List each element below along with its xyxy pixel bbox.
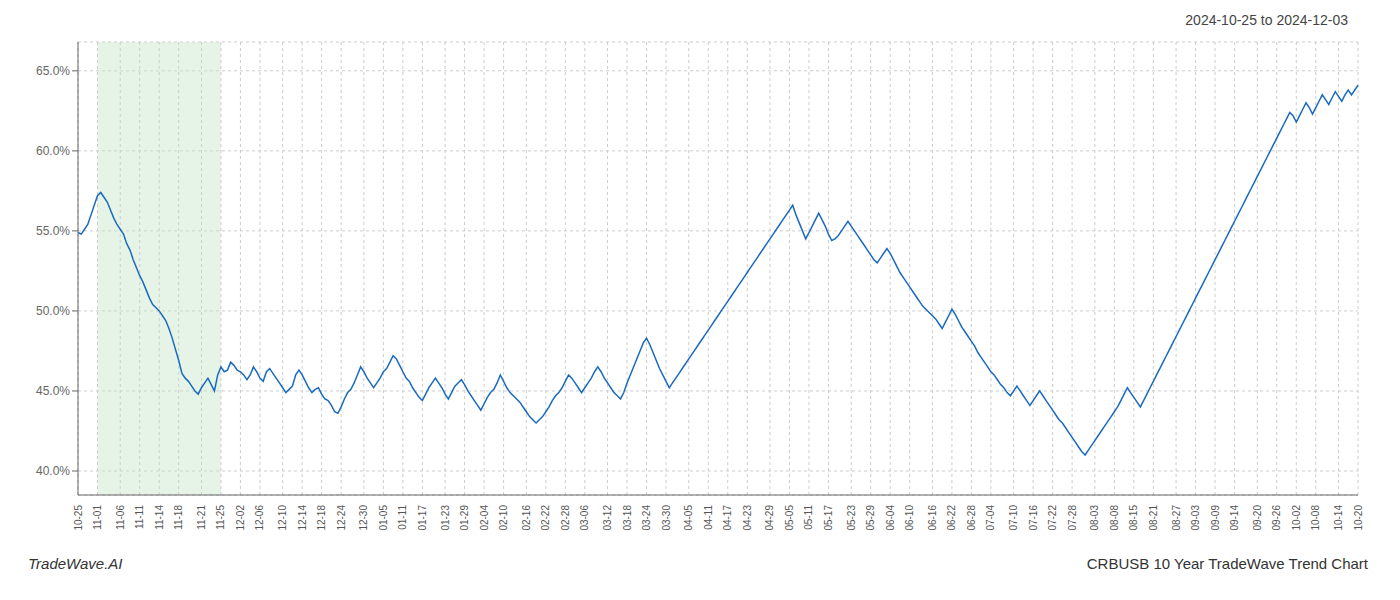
svg-text:02-22: 02-22 <box>540 505 551 531</box>
svg-text:07-28: 07-28 <box>1067 505 1078 531</box>
html-text:TradeWave.AI: TradeWave.AI <box>28 554 123 572</box>
svg-text:03-06: 03-06 <box>579 505 590 531</box>
svg-text:60.0%: 60.0% <box>36 144 70 158</box>
svg-text:10-25: 10-25 <box>73 505 84 531</box>
svg-text:12-06: 12-06 <box>254 505 265 531</box>
svg-text:07-04: 07-04 <box>985 505 996 531</box>
svg-text:12-10: 12-10 <box>277 505 288 531</box>
svg-text:02-10: 02-10 <box>498 505 509 531</box>
svg-text:10-02: 10-02 <box>1291 505 1302 531</box>
svg-text:05-05: 05-05 <box>784 505 795 531</box>
html-text:CRBUSB 10 Year TradeWave Trend: CRBUSB 10 Year TradeWave Trend Chart <box>1086 554 1368 572</box>
svg-text:01-05: 01-05 <box>378 505 389 531</box>
svg-text:11-06: 11-06 <box>115 505 126 530</box>
svg-text:11-11: 11-11 <box>134 505 145 530</box>
svg-text:05-17: 05-17 <box>823 505 834 531</box>
svg-text:07-10: 07-10 <box>1008 505 1019 531</box>
svg-text:07-16: 07-16 <box>1028 505 1039 531</box>
svg-text:08-15: 08-15 <box>1128 505 1139 531</box>
svg-text:08-08: 08-08 <box>1109 505 1120 531</box>
svg-text:11-21: 11-21 <box>196 505 207 530</box>
svg-text:06-04: 06-04 <box>885 505 896 531</box>
svg-text:08-21: 08-21 <box>1148 505 1159 531</box>
svg-text:01-23: 01-23 <box>440 505 451 531</box>
svg-text:12-14: 12-14 <box>297 505 308 531</box>
svg-text:11-14: 11-14 <box>154 505 165 530</box>
svg-text:09-20: 09-20 <box>1252 505 1263 531</box>
svg-text:12-24: 12-24 <box>336 505 347 531</box>
svg-text:03-12: 03-12 <box>602 505 613 531</box>
svg-text:11-01: 11-01 <box>92 505 103 530</box>
svg-text:03-30: 03-30 <box>661 505 672 531</box>
svg-text:10-20: 10-20 <box>1353 505 1364 531</box>
svg-text:11-25: 11-25 <box>215 505 226 530</box>
svg-text:01-29: 01-29 <box>459 505 470 531</box>
svg-text:55.0%: 55.0% <box>36 224 70 238</box>
svg-text:02-16: 02-16 <box>521 505 532 531</box>
svg-text:09-14: 09-14 <box>1229 505 1240 531</box>
svg-text:04-17: 04-17 <box>722 505 733 531</box>
svg-text:05-23: 05-23 <box>846 505 857 531</box>
svg-text:40.0%: 40.0% <box>36 464 70 478</box>
svg-text:05-29: 05-29 <box>865 505 876 531</box>
svg-text:50.0%: 50.0% <box>36 304 70 318</box>
svg-text:07-22: 07-22 <box>1047 505 1058 531</box>
svg-text:04-05: 04-05 <box>683 505 694 531</box>
svg-text:06-16: 06-16 <box>927 505 938 531</box>
svg-text:08-27: 08-27 <box>1171 505 1182 531</box>
svg-text:45.0%: 45.0% <box>36 384 70 398</box>
svg-text:04-29: 04-29 <box>764 505 775 531</box>
svg-text:10-14: 10-14 <box>1333 505 1344 531</box>
svg-text:03-18: 03-18 <box>622 505 633 531</box>
svg-text:06-28: 06-28 <box>966 505 977 531</box>
svg-text:06-22: 06-22 <box>946 505 957 531</box>
svg-text:01-17: 01-17 <box>417 505 428 531</box>
html-text:2024-10-25 to 2024-12-03: 2024-10-25 to 2024-12-03 <box>1185 12 1348 28</box>
svg-text:12-02: 12-02 <box>235 505 246 531</box>
svg-text:65.0%: 65.0% <box>36 64 70 78</box>
svg-text:09-09: 09-09 <box>1210 505 1221 531</box>
svg-text:05-11: 05-11 <box>803 505 814 530</box>
svg-text:02-28: 02-28 <box>560 505 571 531</box>
svg-text:02-04: 02-04 <box>479 505 490 531</box>
svg-text:12-18: 12-18 <box>316 505 327 531</box>
svg-text:09-26: 09-26 <box>1271 505 1282 531</box>
svg-text:10-08: 10-08 <box>1310 505 1321 531</box>
svg-text:08-03: 08-03 <box>1089 505 1100 531</box>
svg-text:09-03: 09-03 <box>1190 505 1201 531</box>
svg-text:01-11: 01-11 <box>397 505 408 530</box>
svg-text:12-30: 12-30 <box>358 505 369 531</box>
svg-text:11-18: 11-18 <box>173 505 184 530</box>
svg-text:03-24: 03-24 <box>641 505 652 531</box>
svg-text:04-11: 04-11 <box>703 505 714 530</box>
svg-text:06-10: 06-10 <box>904 505 915 531</box>
svg-text:04-23: 04-23 <box>742 505 753 531</box>
